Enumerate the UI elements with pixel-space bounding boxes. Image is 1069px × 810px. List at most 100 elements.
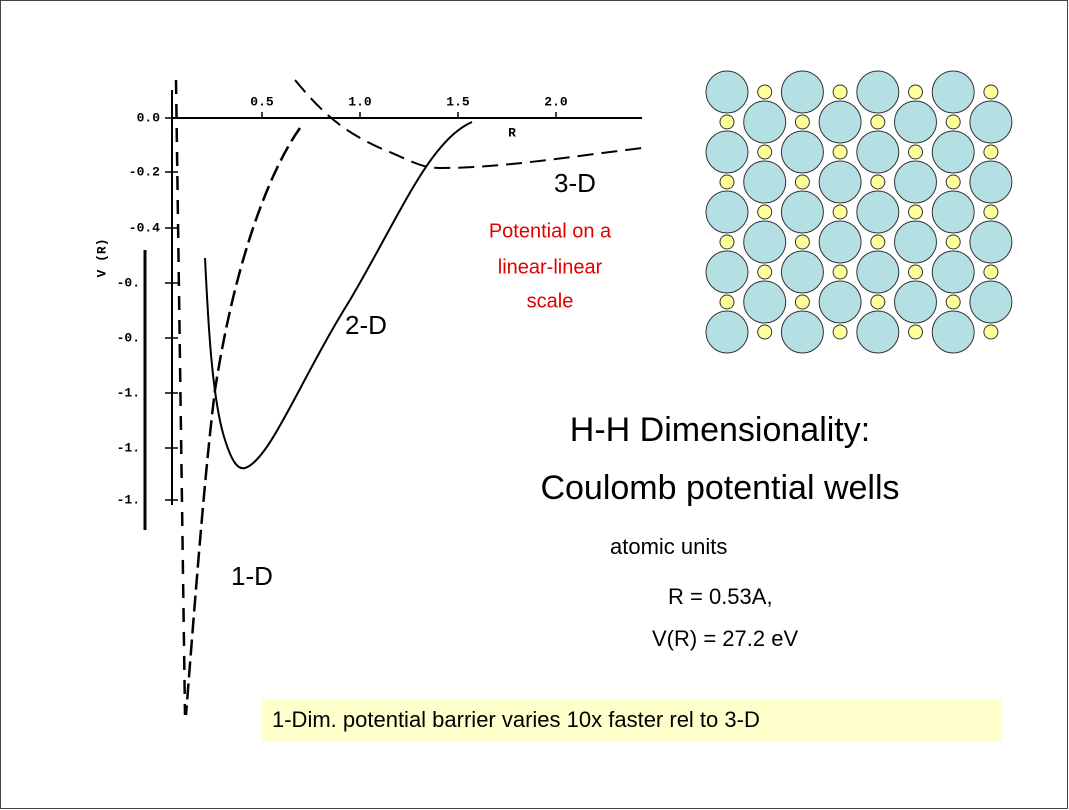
y-tick-label: -0.4: [129, 220, 160, 235]
small-atom: [832, 144, 848, 160]
large-atom: [931, 310, 975, 354]
annotation: linear-linear: [498, 256, 603, 278]
banner-box: [262, 699, 1002, 742]
y-tick-label: -0.: [117, 275, 140, 290]
units-heading: atomic units: [610, 534, 727, 559]
y-label: V (R): [94, 238, 109, 277]
large-atom: [780, 70, 824, 114]
x-tick-label: 2.0: [544, 94, 568, 109]
x-tick-label: 1.5: [446, 94, 470, 109]
large-atom: [743, 160, 787, 204]
large-atom: [856, 310, 900, 354]
y-tick-label: -1.: [117, 440, 140, 455]
x-label: R: [508, 125, 516, 140]
small-atom: [908, 84, 923, 100]
large-atom: [856, 130, 900, 174]
small-atom: [908, 324, 923, 340]
large-atom: [780, 310, 824, 354]
small-atom: [757, 264, 773, 280]
units-line: V(R) = 27.2 eV: [652, 626, 798, 651]
small-atom: [870, 234, 886, 250]
large-atom: [894, 100, 937, 144]
large-atom: [969, 100, 1013, 144]
annotation: scale: [527, 290, 574, 312]
large-atom: [894, 160, 937, 204]
small-atom: [983, 84, 999, 100]
small-atom: [832, 324, 848, 340]
small-atom: [832, 264, 848, 280]
small-atom: [757, 324, 773, 340]
y-tick-label: -0.2: [129, 164, 160, 179]
large-atom: [894, 280, 937, 324]
small-atom: [983, 264, 999, 280]
large-atom: [931, 250, 975, 294]
y-tick-label: -1.: [117, 492, 140, 507]
units-line: R = 0.53A,: [668, 584, 773, 609]
small-atom: [870, 174, 886, 190]
small-atom: [794, 294, 810, 310]
tick-marks: [165, 112, 557, 501]
large-atom: [969, 280, 1013, 324]
curve-1d: [184, 127, 302, 716]
small-atom: [719, 294, 735, 310]
large-atom: [818, 280, 862, 324]
y-tick-label: -0.: [117, 330, 140, 345]
large-atom: [931, 70, 975, 114]
small-atom: [945, 174, 961, 190]
y-tick-label: 0.0: [137, 110, 161, 125]
large-atom: [818, 220, 862, 264]
small-atom: [757, 84, 773, 100]
large-atom: [705, 190, 749, 234]
large-atom: [856, 190, 900, 234]
banner: 1-Dim. potential barrier varies 10x fast…: [272, 707, 760, 732]
small-atom: [870, 294, 886, 310]
title: Coulomb potential wells: [540, 469, 899, 507]
curve-label: 2-D: [345, 310, 387, 340]
x-tick-label: 1.0: [348, 94, 372, 109]
small-atom: [908, 204, 923, 220]
large-atom: [705, 250, 749, 294]
curve-3d: [294, 79, 643, 170]
curve-label: 1-D: [231, 561, 273, 591]
large-atom: [969, 160, 1013, 204]
small-atom: [757, 204, 773, 220]
title: H-H Dimensionality:: [570, 411, 870, 449]
large-atom: [743, 280, 787, 324]
small-atom: [908, 264, 923, 280]
small-atom: [719, 174, 735, 190]
small-atom: [983, 144, 999, 160]
small-atom: [832, 204, 848, 220]
large-atom: [743, 220, 787, 264]
large-atom: [931, 130, 975, 174]
small-atom: [794, 174, 810, 190]
small-atom: [719, 234, 735, 250]
curve-label: 3-D: [554, 168, 596, 198]
small-atom: [794, 114, 810, 130]
lattice: [705, 70, 1013, 354]
small-atom: [945, 114, 961, 130]
plot: 0.5 1.0 1.5 2.0 R 0.0 -0.2 -0.4 -0. -0. …: [94, 79, 643, 716]
large-atom: [856, 250, 900, 294]
large-atom: [780, 130, 824, 174]
large-atom: [705, 310, 749, 354]
small-atom: [757, 144, 773, 160]
small-atom: [870, 114, 886, 130]
dashed-line: [174, 79, 187, 716]
small-atom: [908, 144, 923, 160]
annotation: Potential on a: [489, 220, 612, 242]
large-atom: [705, 70, 749, 114]
large-atom: [931, 190, 975, 234]
small-atom: [983, 324, 999, 340]
large-atom: [818, 160, 862, 204]
small-atom: [983, 204, 999, 220]
large-atom: [705, 130, 749, 174]
y-tick-label: -1.: [117, 385, 140, 400]
large-atom: [856, 70, 900, 114]
large-atom: [743, 100, 787, 144]
small-atom: [945, 294, 961, 310]
small-atom: [794, 234, 810, 250]
x-tick-label: 0.5: [250, 94, 274, 109]
large-atom: [780, 250, 824, 294]
